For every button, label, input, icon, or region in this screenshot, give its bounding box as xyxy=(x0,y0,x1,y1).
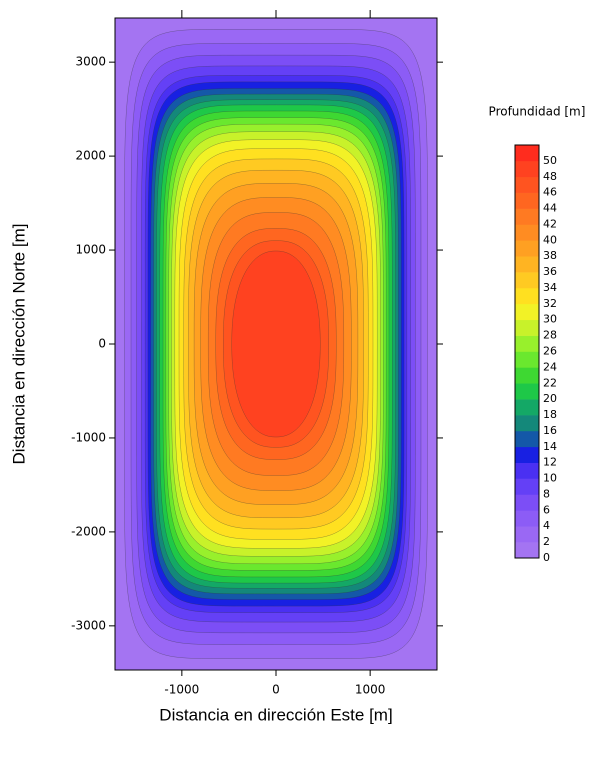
colorbar-label: 12 xyxy=(543,456,557,469)
colorbar-label: 40 xyxy=(543,233,557,246)
x-tick-label: 0 xyxy=(272,683,280,697)
y-tick-label: 2000 xyxy=(75,149,106,163)
colorbar-swatch xyxy=(515,145,539,162)
colorbar-label: 6 xyxy=(543,503,550,516)
y-tick-label: 1000 xyxy=(75,243,106,257)
y-tick-label: 0 xyxy=(98,337,106,351)
y-tick-label: 3000 xyxy=(75,55,106,69)
colorbar-label: 26 xyxy=(543,345,557,358)
colorbar-label: 24 xyxy=(543,360,557,373)
colorbar-title: Profundidad [m] xyxy=(489,105,586,119)
colorbar-swatch xyxy=(515,399,539,416)
plot-area xyxy=(115,18,437,670)
colorbar-swatch xyxy=(515,430,539,448)
colorbar-label: 16 xyxy=(543,424,557,437)
colorbar-swatch xyxy=(515,256,539,273)
colorbar-label: 20 xyxy=(543,392,557,405)
colorbar-swatch xyxy=(515,542,539,559)
colorbar-label: 32 xyxy=(543,297,557,310)
colorbar-swatch xyxy=(515,287,539,305)
colorbar-swatch xyxy=(515,208,539,225)
colorbar-label: 2 xyxy=(543,535,550,548)
colorbar-swatch xyxy=(515,192,539,209)
colorbar-frame xyxy=(514,144,540,559)
x-tick-label: -1000 xyxy=(164,683,199,697)
y-tick-label: -1000 xyxy=(71,430,106,444)
colorbar-swatch xyxy=(515,446,539,463)
y-tick-label: -3000 xyxy=(71,618,106,632)
colorbar-label: 46 xyxy=(543,186,557,199)
colorbar-label: 18 xyxy=(543,408,557,421)
x-tick-label: 1000 xyxy=(355,683,386,697)
colorbar-swatch xyxy=(515,176,539,193)
colorbar-swatch xyxy=(515,383,539,400)
colorbar-label: 44 xyxy=(543,202,557,215)
colorbar-swatch xyxy=(515,303,539,321)
colorbar-swatch xyxy=(515,272,539,289)
colorbar-swatch xyxy=(515,415,539,432)
colorbar-label: 0 xyxy=(543,551,550,564)
colorbar-label: 48 xyxy=(543,170,557,183)
colorbar-label: 50 xyxy=(543,154,557,167)
colorbar-swatch xyxy=(515,319,539,336)
colorbar-swatch xyxy=(515,367,539,384)
colorbar: 0246810121416182022242628303234363840424… xyxy=(514,144,557,564)
colorbar-swatch xyxy=(515,160,539,178)
colorbar-swatch xyxy=(515,351,539,368)
colorbar-swatch xyxy=(515,494,539,511)
colorbar-swatch xyxy=(515,240,539,257)
colorbar-label: 28 xyxy=(543,329,557,342)
colorbar-label: 10 xyxy=(543,472,557,485)
colorbar-label: 8 xyxy=(543,487,550,500)
colorbar-label: 4 xyxy=(543,519,550,532)
colorbar-swatch xyxy=(515,510,539,527)
x-axis-label: Distancia en dirección Este [m] xyxy=(159,705,392,724)
colorbar-swatch xyxy=(515,462,539,479)
axes: -1000 0 1000 -3000 -2000 -1000 0 1000 2000 3000 xyxy=(71,10,443,697)
contour-region xyxy=(231,250,321,438)
y-axis-label: Distancia en dirección Norte [m] xyxy=(9,224,28,465)
colorbar-swatch xyxy=(515,478,539,495)
colorbar-swatch xyxy=(515,335,539,352)
colorbar-label: 14 xyxy=(543,440,557,453)
colorbar-label: 38 xyxy=(543,249,557,262)
colorbar-label: 22 xyxy=(543,376,557,389)
colorbar-swatch xyxy=(515,526,539,543)
colorbar-label: 34 xyxy=(543,281,557,294)
colorbar-label: 42 xyxy=(543,217,557,230)
colorbar-label: 30 xyxy=(543,313,557,326)
colorbar-swatch xyxy=(515,224,539,241)
colorbar-label: 36 xyxy=(543,265,557,278)
y-tick-label: -2000 xyxy=(71,524,106,538)
